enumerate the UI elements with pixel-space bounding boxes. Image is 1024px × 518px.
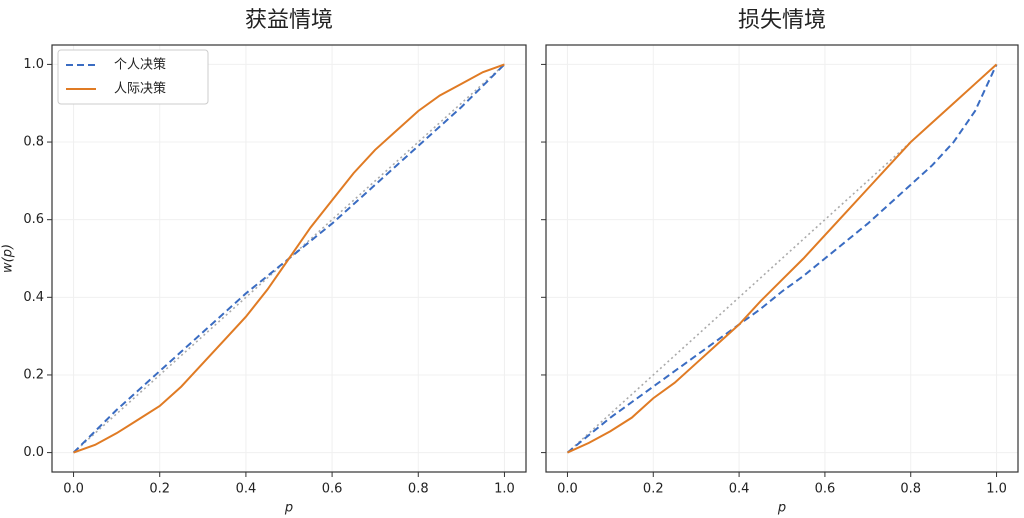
y-tick-label: 0.0 xyxy=(23,445,44,460)
legend-label: 人际决策 xyxy=(114,81,166,97)
y-tick-label: 0.6 xyxy=(23,212,44,227)
line-series xyxy=(73,63,505,454)
line-series xyxy=(566,63,998,454)
x-tick-label: 0.6 xyxy=(322,482,343,497)
x-axis-label: p xyxy=(284,501,293,516)
chart-title: 损失情境 xyxy=(738,7,826,32)
x-tick-label: 0.8 xyxy=(408,482,429,497)
x-tick-label: 1.0 xyxy=(494,482,515,497)
x-tick-label: 0.2 xyxy=(149,482,170,497)
x-axis-label: p xyxy=(777,501,786,516)
x-tick-label: 0.8 xyxy=(900,482,921,497)
plot-frame xyxy=(51,44,527,473)
x-tick-label: 0.0 xyxy=(557,482,578,497)
x-tick-label: 0.4 xyxy=(236,482,257,497)
y-tick-label: 0.8 xyxy=(23,135,44,150)
line-series xyxy=(567,63,998,454)
x-tick-label: 0.0 xyxy=(63,482,84,497)
line-series xyxy=(566,63,998,454)
y-tick-label: 1.0 xyxy=(23,57,44,72)
legend-label: 个人决策 xyxy=(114,57,166,73)
y-tick-label: 0.4 xyxy=(23,290,44,305)
legend-box xyxy=(57,49,209,105)
x-tick-label: 1.0 xyxy=(986,482,1007,497)
y-tick-label: 0.2 xyxy=(23,367,44,382)
plot-frame xyxy=(545,44,1019,473)
x-tick-label: 0.4 xyxy=(729,482,750,497)
line-series xyxy=(73,63,505,454)
chart-title: 获益情境 xyxy=(245,7,333,32)
y-axis-label: w(p) xyxy=(1,244,16,273)
x-tick-label: 0.2 xyxy=(643,482,664,497)
x-tick-label: 0.6 xyxy=(815,482,836,497)
